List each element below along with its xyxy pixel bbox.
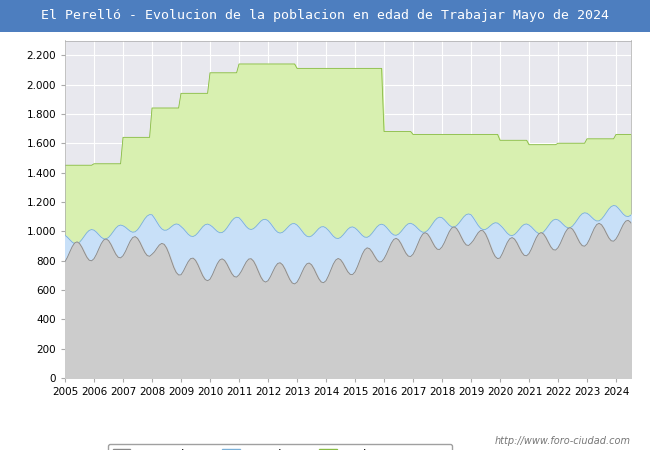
Legend: Ocupados, Parados, Hab. entre 16-64: Ocupados, Parados, Hab. entre 16-64: [108, 444, 452, 450]
Text: http://www.foro-ciudad.com: http://www.foro-ciudad.com: [495, 436, 630, 446]
Text: El Perelló - Evolucion de la poblacion en edad de Trabajar Mayo de 2024: El Perelló - Evolucion de la poblacion e…: [41, 9, 609, 22]
